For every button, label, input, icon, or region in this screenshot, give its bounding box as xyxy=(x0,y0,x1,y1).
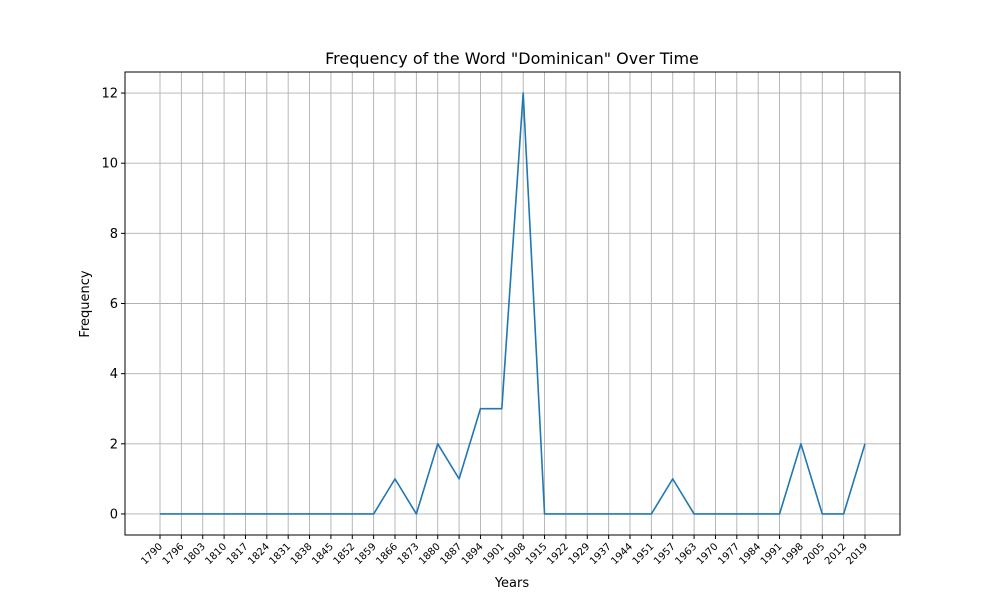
x-tick-label: 1887 xyxy=(438,541,464,567)
x-tick-label: 1929 xyxy=(567,541,593,567)
x-tick-label: 1790 xyxy=(139,541,165,567)
x-axis-ticks: 1790179618031810181718241831183818451852… xyxy=(139,535,870,567)
x-tick-label: 1915 xyxy=(524,541,550,567)
x-tick-label: 1803 xyxy=(182,541,208,567)
y-tick-label: 2 xyxy=(110,437,118,452)
x-tick-label: 2019 xyxy=(844,541,870,567)
x-tick-label: 1951 xyxy=(631,541,657,567)
y-tick-label: 12 xyxy=(101,87,118,102)
x-tick-label: 1908 xyxy=(503,541,529,567)
y-axis-label: Frequency xyxy=(78,270,93,337)
chart-title: Frequency of the Word "Dominican" Over T… xyxy=(325,49,699,68)
x-tick-label: 1901 xyxy=(481,541,507,567)
x-tick-label: 1970 xyxy=(695,541,721,567)
x-tick-label: 1944 xyxy=(609,541,635,567)
x-tick-label: 1859 xyxy=(353,541,379,567)
x-tick-label: 1845 xyxy=(310,541,336,567)
x-axis-label: Years xyxy=(494,576,530,591)
y-tick-label: 10 xyxy=(101,157,118,172)
x-tick-label: 1831 xyxy=(268,541,294,567)
x-tick-label: 1977 xyxy=(716,541,742,567)
grid xyxy=(125,72,900,535)
x-tick-label: 1852 xyxy=(332,541,358,567)
y-tick-label: 4 xyxy=(110,367,118,382)
x-tick-label: 1922 xyxy=(545,541,571,567)
x-tick-label: 1894 xyxy=(460,541,486,567)
y-tick-label: 8 xyxy=(110,227,118,242)
series-layer xyxy=(160,92,866,515)
x-tick-label: 1796 xyxy=(161,541,187,567)
x-tick-label: 2012 xyxy=(823,541,849,567)
series-line xyxy=(160,92,866,515)
x-tick-label: 2005 xyxy=(802,541,828,567)
x-tick-label: 1957 xyxy=(652,541,678,567)
x-tick-label: 1880 xyxy=(417,541,443,567)
y-axis-ticks: 0 2 4 6 8 10 12 xyxy=(101,87,125,522)
x-tick-label: 1817 xyxy=(225,541,251,567)
x-tick-label: 1824 xyxy=(246,541,272,567)
x-tick-label: 1984 xyxy=(738,541,764,567)
y-tick-label: 0 xyxy=(110,507,118,522)
x-tick-label: 1810 xyxy=(203,541,229,567)
x-tick-label: 1866 xyxy=(374,541,400,567)
x-tick-label: 1937 xyxy=(588,541,614,567)
x-tick-label: 1998 xyxy=(780,541,806,567)
x-tick-label: 1873 xyxy=(396,541,422,567)
x-tick-label: 1838 xyxy=(289,541,315,567)
y-tick-label: 6 xyxy=(110,297,118,312)
x-tick-label: 1963 xyxy=(673,541,699,567)
x-tick-label: 1991 xyxy=(759,541,785,567)
